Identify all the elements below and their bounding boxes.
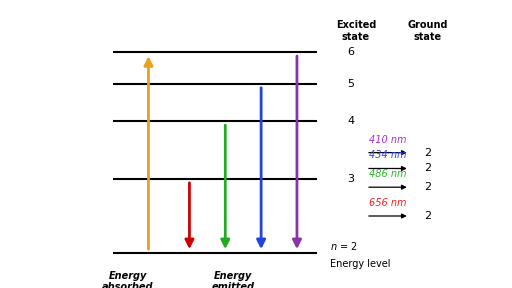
Text: Excited
state: Excited state bbox=[336, 20, 376, 42]
Text: 410 nm: 410 nm bbox=[369, 134, 407, 145]
Text: Ground
state: Ground state bbox=[407, 20, 448, 42]
Text: Energy level: Energy level bbox=[330, 259, 391, 269]
Text: 2: 2 bbox=[424, 164, 431, 173]
Text: 3: 3 bbox=[347, 174, 354, 183]
Text: 5: 5 bbox=[347, 79, 354, 88]
Text: Energy
absorbed: Energy absorbed bbox=[102, 271, 154, 288]
Text: Energy
emitted: Energy emitted bbox=[211, 271, 254, 288]
Text: 2: 2 bbox=[424, 211, 431, 221]
Text: 4: 4 bbox=[347, 116, 354, 126]
Text: $n$ = 2: $n$ = 2 bbox=[330, 240, 358, 252]
Text: 2: 2 bbox=[424, 148, 431, 158]
Text: 6: 6 bbox=[347, 47, 354, 57]
Text: 656 nm: 656 nm bbox=[369, 198, 407, 208]
Text: 434 nm: 434 nm bbox=[369, 150, 407, 160]
Text: 2: 2 bbox=[424, 182, 431, 192]
Text: 486 nm: 486 nm bbox=[369, 169, 407, 179]
